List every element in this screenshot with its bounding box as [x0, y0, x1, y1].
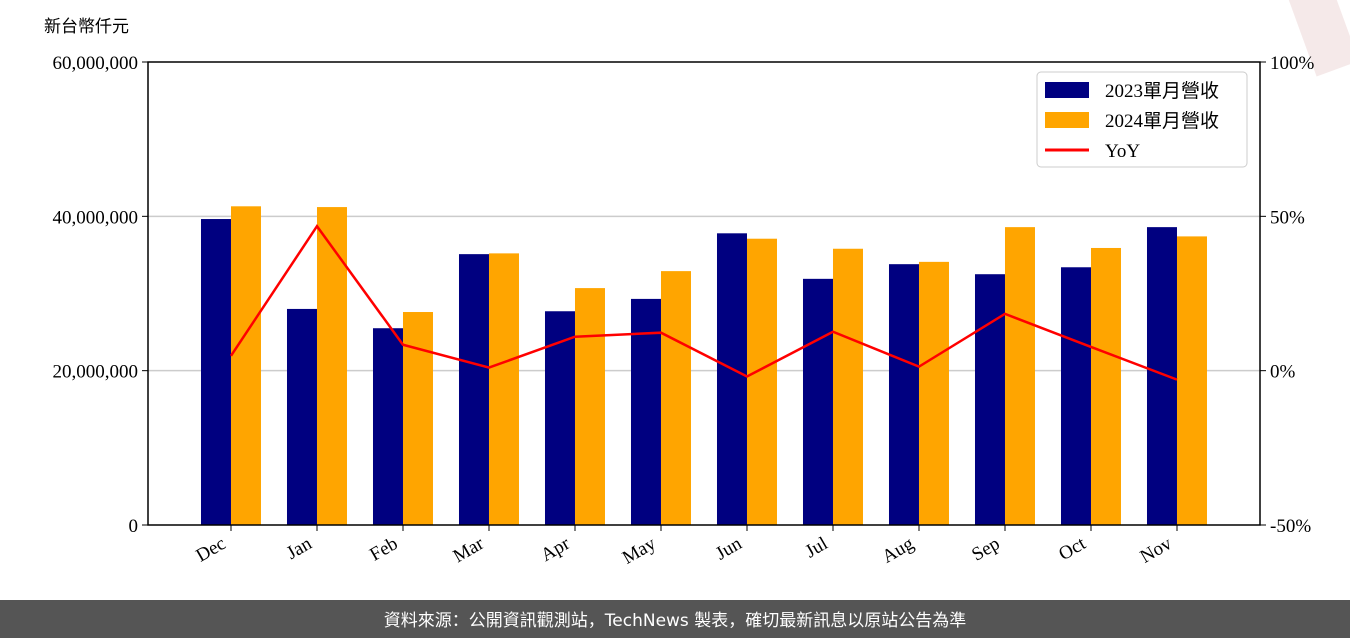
- bar: [832, 248, 863, 525]
- bar: [316, 207, 347, 525]
- bar: [660, 271, 691, 525]
- x-tick-label: Apr: [537, 533, 574, 566]
- bar: [458, 254, 489, 525]
- x-tick-label: Jun: [712, 533, 746, 565]
- y-axis-label: 新台幣仟元: [44, 17, 129, 37]
- x-tick-label: Feb: [366, 533, 401, 565]
- bar: [372, 328, 403, 525]
- y2-tick-label: 0%: [1270, 362, 1296, 383]
- x-tick-label: Oct: [1055, 533, 1090, 565]
- plot-frame: [147, 61, 1261, 526]
- legend-label: 2023單月營收: [1105, 80, 1219, 102]
- bar: [802, 278, 833, 525]
- x-tick-label: Nov: [1137, 533, 1176, 568]
- legend-label: YoY: [1105, 141, 1140, 162]
- bar: [746, 238, 777, 525]
- bar: [402, 312, 433, 525]
- y-tick-label: 60,000,000: [53, 53, 139, 74]
- y-tick-label: 0: [129, 516, 139, 537]
- x-tick-label: Sep: [968, 533, 1003, 565]
- bar: [488, 253, 519, 525]
- x-tick-label: Mar: [450, 533, 488, 567]
- bar: [716, 233, 747, 525]
- bar: [1004, 227, 1035, 526]
- y-tick-label: 20,000,000: [53, 362, 139, 383]
- bar: [974, 274, 1005, 525]
- y2-tick-label: -50%: [1270, 516, 1311, 537]
- x-tick-label: Dec: [192, 533, 229, 566]
- y2-tick-label: 50%: [1270, 207, 1305, 228]
- bar: [1090, 247, 1121, 525]
- legend-swatch: [1045, 82, 1089, 98]
- bar: [286, 308, 317, 525]
- x-tick-label: Jan: [283, 533, 316, 564]
- bar: [230, 206, 261, 525]
- y-tick-label: 40,000,000: [53, 207, 139, 228]
- source: 資料來源：公開資訊觀測站，TechNews 製表，確切最新訊息以原站公告為準: [384, 611, 966, 631]
- bar: [1146, 227, 1177, 526]
- bar: [918, 261, 949, 525]
- legend-swatch: [1045, 112, 1089, 128]
- x-tick-label: Aug: [879, 533, 918, 568]
- footer: [0, 600, 1350, 638]
- bar: [574, 288, 605, 525]
- x-tick-label: Jul: [802, 533, 832, 562]
- bar: [1060, 267, 1091, 525]
- x-tick-label: May: [619, 533, 660, 569]
- y2-tick-label: 100%: [1270, 53, 1315, 74]
- bar: [888, 264, 919, 525]
- legend-box: [1036, 71, 1248, 168]
- bar: [630, 298, 661, 525]
- yoy-line: [229, 224, 1178, 381]
- bar: [200, 219, 231, 525]
- legend-label: 2024單月營收: [1105, 110, 1219, 132]
- bar: [1176, 236, 1207, 525]
